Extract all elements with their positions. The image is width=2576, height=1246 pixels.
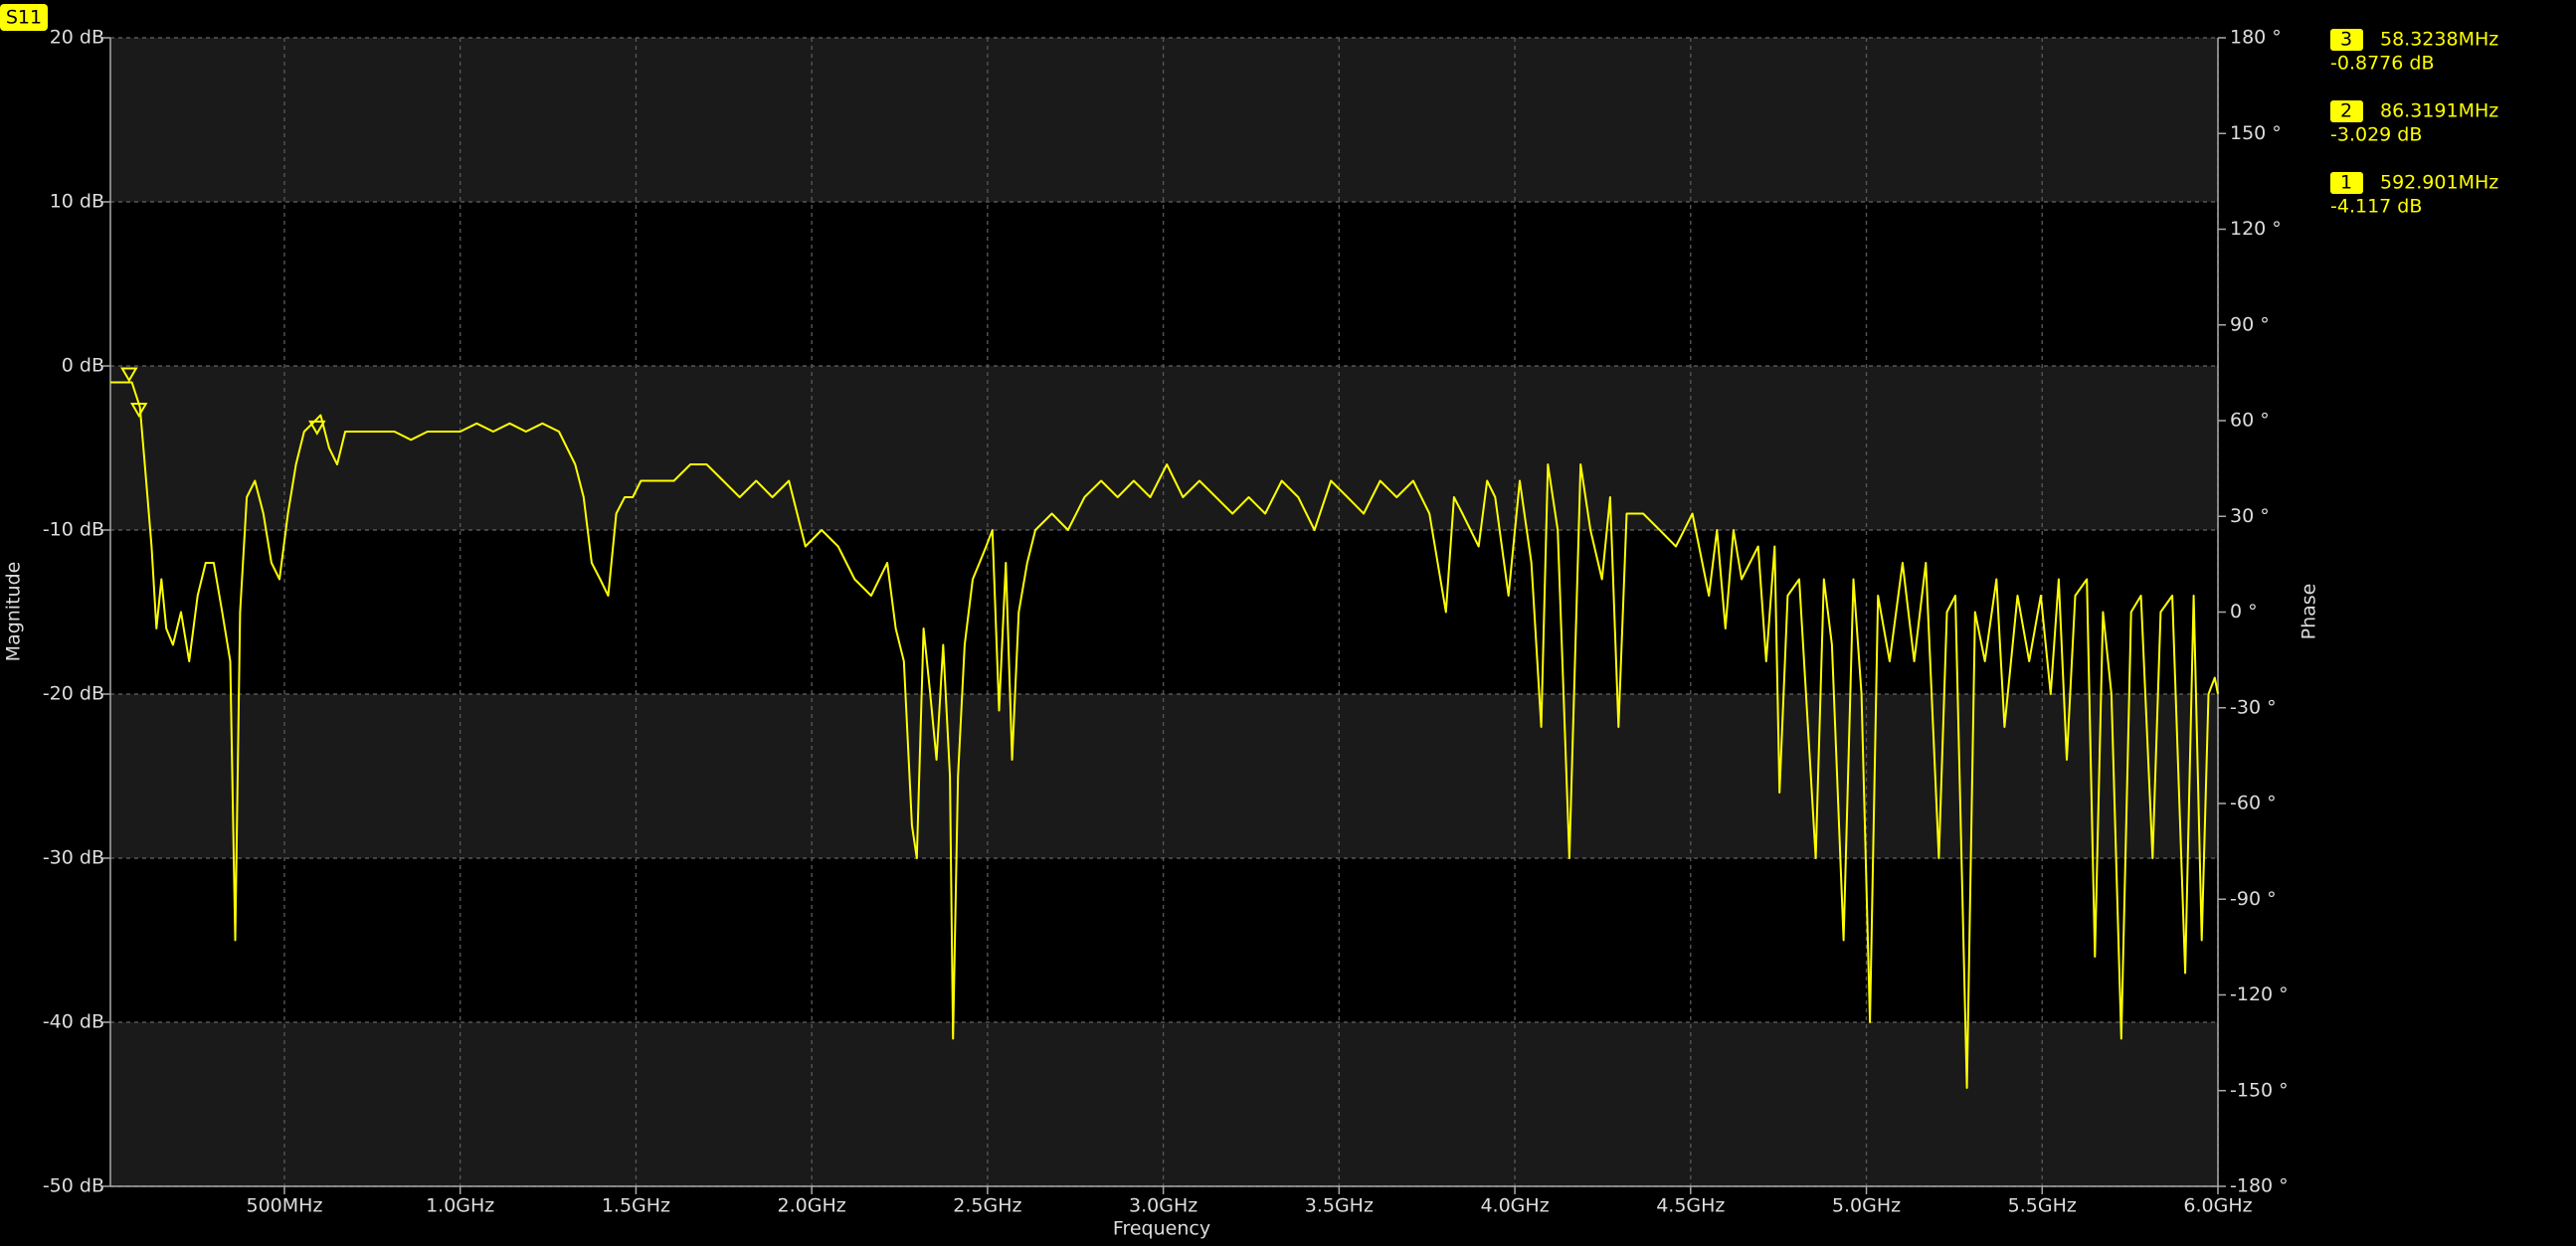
x-tick-label: 500MHz bbox=[247, 1195, 323, 1217]
y2-tick-label: -150 ° bbox=[2230, 1079, 2289, 1101]
y-tick-label: 20 dB bbox=[50, 27, 104, 49]
marker bbox=[308, 420, 326, 436]
x-tick-label: 4.0GHz bbox=[1480, 1195, 1549, 1217]
y-axis-label: Magnitude bbox=[3, 562, 25, 662]
band bbox=[110, 366, 2218, 530]
marker bbox=[130, 402, 148, 418]
band bbox=[110, 1022, 2218, 1186]
y-tick-label: -10 dB bbox=[43, 519, 104, 541]
marker-magnitude: -4.117 dB bbox=[2330, 196, 2422, 218]
trace-line bbox=[110, 381, 2219, 1089]
marker-magnitude: -0.8776 dB bbox=[2330, 53, 2434, 75]
y2-tick-label: 180 ° bbox=[2230, 27, 2282, 49]
marker-badge bbox=[2330, 172, 2363, 194]
y-tick-label: 10 dB bbox=[50, 191, 104, 213]
band bbox=[110, 694, 2218, 858]
y2-tick-label: 90 ° bbox=[2230, 313, 2270, 335]
band bbox=[110, 38, 2218, 202]
y2-tick-label: -180 ° bbox=[2230, 1175, 2289, 1197]
y-tick-label: -50 dB bbox=[43, 1175, 104, 1197]
x-tick-label: 2.5GHz bbox=[953, 1195, 1021, 1217]
marker-number: 3 bbox=[2340, 29, 2352, 51]
y2-tick-label: 0 ° bbox=[2230, 601, 2258, 623]
y2-tick-label: 150 ° bbox=[2230, 122, 2282, 144]
x-axis-label: Frequency bbox=[1113, 1218, 1210, 1240]
x-tick-label: 1.0GHz bbox=[426, 1195, 494, 1217]
y2-tick-label: -120 ° bbox=[2230, 983, 2289, 1005]
marker-number: 1 bbox=[2340, 172, 2352, 194]
plot-background bbox=[110, 38, 2218, 1186]
x-tick-label: 1.5GHz bbox=[602, 1195, 670, 1217]
x-tick-label: 6.0GHz bbox=[2183, 1195, 2252, 1217]
y2-tick-label: 120 ° bbox=[2230, 218, 2282, 240]
y2-tick-label: 60 ° bbox=[2230, 410, 2270, 432]
x-tick-label: 2.0GHz bbox=[778, 1195, 846, 1217]
y-tick-label: -40 dB bbox=[43, 1011, 104, 1033]
x-tick-label: 4.5GHz bbox=[1656, 1195, 1725, 1217]
y2-tick-label: -60 ° bbox=[2230, 793, 2277, 814]
x-tick-label: 3.0GHz bbox=[1129, 1195, 1197, 1217]
trace-badge bbox=[0, 4, 48, 31]
marker-badge bbox=[2330, 100, 2363, 122]
y-tick-label: 0 dB bbox=[62, 355, 104, 377]
x-tick-label: 5.5GHz bbox=[2008, 1195, 2077, 1217]
marker-badge bbox=[2330, 29, 2363, 51]
marker-frequency: 86.3191MHz bbox=[2380, 100, 2498, 122]
marker-frequency: 58.3238MHz bbox=[2380, 29, 2498, 51]
marker bbox=[120, 367, 138, 383]
trace-title: S11 bbox=[6, 7, 42, 29]
y2-tick-label: -30 ° bbox=[2230, 696, 2277, 718]
y-tick-label: -20 dB bbox=[43, 683, 104, 705]
x-tick-label: 3.5GHz bbox=[1305, 1195, 1374, 1217]
y2-axis-label: Phase bbox=[2299, 584, 2320, 640]
marker-frequency: 592.901MHz bbox=[2380, 172, 2498, 194]
y2-tick-label: 30 ° bbox=[2230, 505, 2270, 527]
marker-number: 2 bbox=[2340, 100, 2352, 122]
marker-magnitude: -3.029 dB bbox=[2330, 124, 2422, 146]
y2-tick-label: -90 ° bbox=[2230, 888, 2277, 910]
y-tick-label: -30 dB bbox=[43, 847, 104, 869]
x-tick-label: 5.0GHz bbox=[1832, 1195, 1901, 1217]
